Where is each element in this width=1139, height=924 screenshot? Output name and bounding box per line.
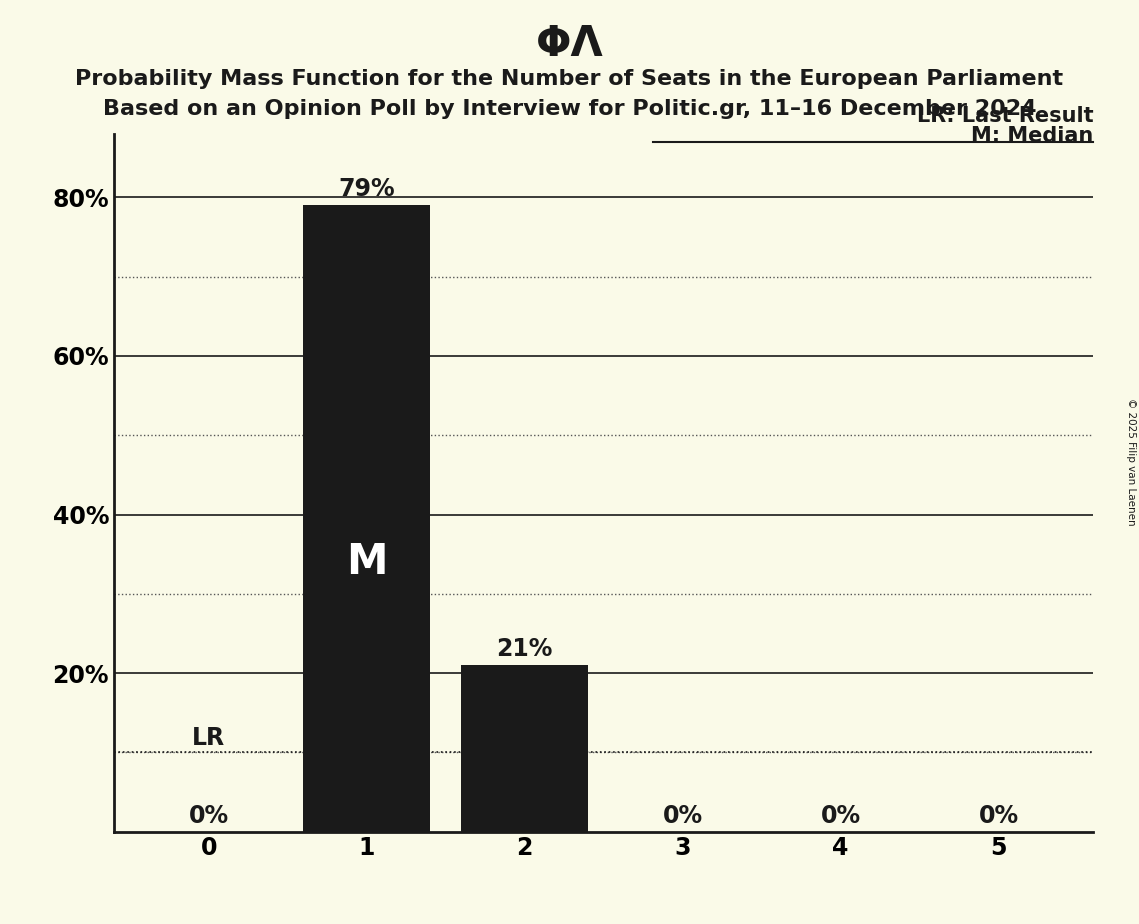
Text: 21%: 21%	[497, 638, 552, 662]
Text: 79%: 79%	[338, 177, 395, 201]
Text: 0%: 0%	[663, 804, 703, 828]
Text: © 2025 Filip van Laenen: © 2025 Filip van Laenen	[1126, 398, 1136, 526]
Text: LR: Last Result: LR: Last Result	[917, 106, 1093, 126]
Text: M: Median: M: Median	[972, 126, 1093, 146]
Text: Based on an Opinion Poll by Interview for Politic.gr, 11–16 December 2024: Based on an Opinion Poll by Interview fo…	[103, 99, 1036, 119]
Bar	[303, 205, 429, 832]
Text: LR: LR	[192, 726, 226, 750]
Text: 0%: 0%	[189, 804, 229, 828]
Bar	[461, 665, 588, 832]
Text: Probability Mass Function for the Number of Seats in the European Parliament: Probability Mass Function for the Number…	[75, 69, 1064, 90]
Text: 0%: 0%	[820, 804, 861, 828]
Text: M: M	[346, 541, 387, 583]
Text: ΦΛ: ΦΛ	[535, 23, 604, 65]
Text: 0%: 0%	[978, 804, 1018, 828]
